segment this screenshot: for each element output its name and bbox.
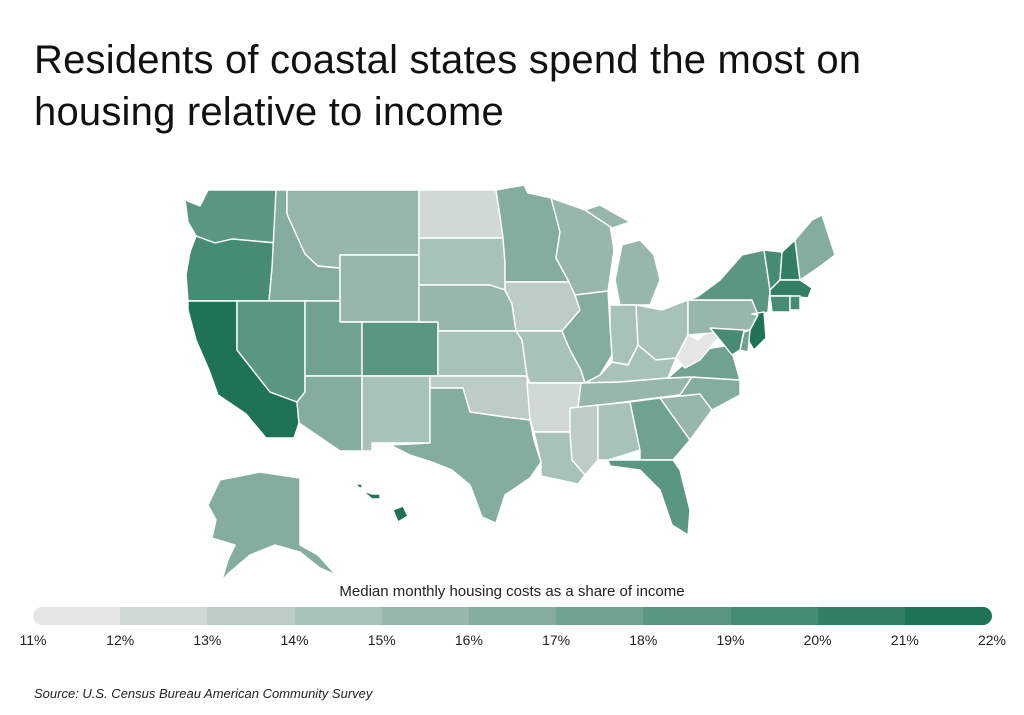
state-tx bbox=[389, 387, 542, 524]
legend-segment bbox=[556, 607, 644, 625]
legend-segment bbox=[468, 607, 557, 625]
state-ut bbox=[304, 300, 363, 377]
state-ma bbox=[769, 279, 813, 299]
state-ga bbox=[629, 397, 691, 461]
state-nj bbox=[747, 311, 767, 351]
state-pa bbox=[687, 299, 759, 336]
legend-color-scale bbox=[33, 607, 992, 625]
state-mo bbox=[515, 330, 586, 384]
state-ks bbox=[437, 330, 528, 377]
legend-segment bbox=[33, 607, 121, 625]
state-la bbox=[533, 431, 586, 485]
legend-segment bbox=[381, 607, 469, 625]
state-hi-islands bbox=[354, 483, 381, 500]
state-nv bbox=[236, 300, 306, 403]
state-ct bbox=[769, 295, 791, 313]
state-ca bbox=[187, 300, 300, 439]
legend-segment bbox=[643, 607, 731, 625]
state-ny bbox=[687, 249, 771, 316]
state-ok bbox=[429, 375, 531, 421]
state-ky bbox=[584, 344, 677, 384]
state-sc bbox=[659, 393, 713, 441]
state-ak bbox=[207, 471, 337, 581]
state-co bbox=[361, 321, 439, 377]
state-nd bbox=[418, 189, 504, 239]
legend-tick-label: 18% bbox=[629, 632, 658, 648]
page-title: Residents of coastal states spend the mo… bbox=[34, 38, 862, 134]
state-me bbox=[794, 214, 836, 281]
legend-segment bbox=[207, 607, 295, 625]
state-fl bbox=[607, 459, 691, 536]
legend-segment bbox=[120, 607, 208, 625]
state-wv bbox=[675, 327, 719, 369]
state-ri bbox=[789, 295, 801, 311]
state-mt bbox=[286, 189, 420, 269]
legend-segment bbox=[817, 607, 905, 625]
legend-tick-label: 13% bbox=[193, 632, 222, 648]
state-nh bbox=[779, 239, 801, 281]
state-ia bbox=[504, 281, 581, 332]
legend-tick-label: 14% bbox=[280, 632, 309, 648]
state-nm bbox=[361, 375, 431, 452]
state-de bbox=[739, 329, 751, 353]
legend-tick-label: 16% bbox=[454, 632, 483, 648]
state-va bbox=[667, 344, 741, 381]
legend-tick-label: 15% bbox=[367, 632, 396, 648]
legend-tick-label: 19% bbox=[716, 632, 745, 648]
state-mi bbox=[614, 239, 661, 306]
state-ne bbox=[418, 284, 517, 332]
state-in bbox=[609, 304, 639, 366]
state-wi bbox=[550, 197, 615, 296]
state-oh bbox=[635, 299, 689, 361]
legend-tick-label: 12% bbox=[106, 632, 135, 648]
state-tn bbox=[577, 376, 693, 409]
state-wa bbox=[184, 189, 277, 244]
legend-ticks: 11% 12% 13% 14% 15% 16% 17% 18% 19% 20% 21% 22% bbox=[0, 632, 1024, 652]
state-nc bbox=[639, 376, 741, 411]
state-mi-upper bbox=[584, 204, 631, 229]
source-note: Source: U.S. Census Bureau American Comm… bbox=[34, 686, 373, 701]
state-hi bbox=[392, 505, 409, 523]
state-id bbox=[268, 189, 341, 302]
state-ms bbox=[569, 404, 599, 476]
state-vt bbox=[763, 249, 783, 291]
state-ar bbox=[526, 382, 582, 433]
state-sd bbox=[418, 237, 506, 291]
state-az bbox=[296, 375, 363, 452]
state-il bbox=[561, 290, 613, 384]
legend-title: Median monthly housing costs as a share … bbox=[339, 583, 685, 600]
legend-tick-label: 11% bbox=[19, 632, 47, 648]
state-mn bbox=[495, 184, 586, 283]
legend-segment bbox=[730, 607, 818, 625]
legend-tick-label: 21% bbox=[890, 632, 919, 648]
legend-segment bbox=[904, 607, 992, 625]
legend-tick-label: 17% bbox=[542, 632, 571, 648]
state-or bbox=[185, 235, 277, 302]
legend-segment bbox=[294, 607, 382, 625]
state-md bbox=[709, 327, 745, 356]
state-wy bbox=[339, 254, 420, 323]
state-al bbox=[597, 401, 641, 461]
legend-tick-label: 22% bbox=[977, 632, 1007, 648]
legend-tick-label: 20% bbox=[803, 632, 832, 648]
